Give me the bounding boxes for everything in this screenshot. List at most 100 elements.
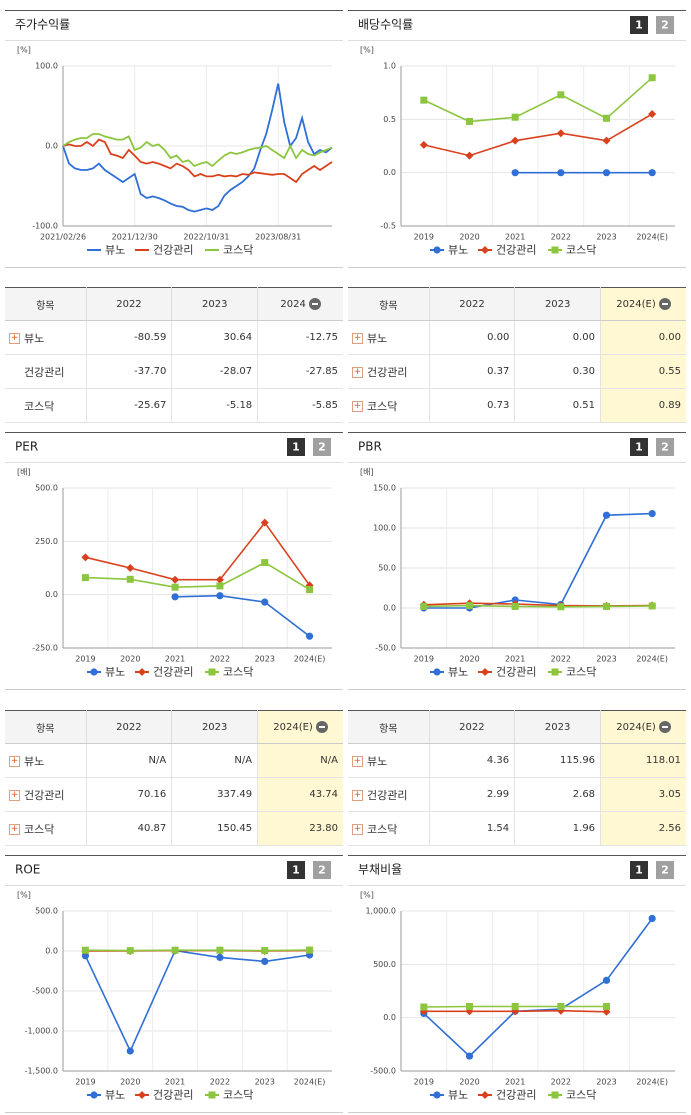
x-tick-label: 2021/12/30 bbox=[112, 233, 158, 242]
table-row: + 건강관리 70.16 337.49 43.74 bbox=[5, 777, 343, 812]
tab-button[interactable] bbox=[630, 438, 648, 456]
data-point bbox=[511, 1002, 519, 1010]
row-label: 건강관리 bbox=[24, 788, 65, 802]
x-tick-label: 2021 bbox=[165, 655, 185, 664]
x-tick-label: 2021/02/26 bbox=[40, 233, 86, 242]
expand-button[interactable]: + bbox=[352, 367, 363, 378]
x-tick-label: 2024(E) bbox=[636, 655, 668, 664]
expand-button[interactable]: + bbox=[9, 756, 20, 767]
table-cell: 0.89 bbox=[600, 388, 686, 423]
cell-value: 0.89 bbox=[658, 400, 681, 411]
table-cell: 2.99 bbox=[428, 777, 515, 812]
tab-label[interactable]: 1 bbox=[292, 864, 300, 877]
table-cell: 115.96 bbox=[514, 743, 601, 778]
table-cell: 1.96 bbox=[514, 811, 601, 846]
y-tick-label: 100.0 bbox=[35, 62, 58, 71]
cell-value: -28.07 bbox=[219, 366, 253, 377]
y-tick-label: 0.0 bbox=[45, 590, 58, 599]
header-cell: 2024 bbox=[257, 287, 343, 321]
table-cell: N/A bbox=[257, 743, 343, 778]
series-line bbox=[85, 949, 310, 952]
header-cell: 2023 bbox=[514, 710, 601, 744]
data-point bbox=[261, 947, 269, 955]
cell-value: -27.85 bbox=[305, 366, 338, 377]
table-cell: 0.73 bbox=[428, 388, 515, 423]
header-text: 2024(E) bbox=[616, 722, 656, 733]
tab-button[interactable] bbox=[287, 861, 305, 879]
series-line bbox=[423, 77, 653, 123]
tab-button[interactable] bbox=[656, 438, 674, 456]
expand-button[interactable]: + bbox=[9, 824, 20, 835]
expand-button[interactable]: + bbox=[352, 790, 363, 801]
x-tick-label: 2021 bbox=[505, 233, 525, 242]
expand-button[interactable]: + bbox=[352, 756, 363, 767]
header-cell: 2022 bbox=[428, 710, 515, 744]
row-label: 건강관리 bbox=[367, 788, 408, 802]
expand-button[interactable]: + bbox=[352, 401, 363, 412]
y-tick-label: -1,500.0 bbox=[25, 1067, 58, 1076]
table-cell: N/A bbox=[85, 743, 172, 778]
data-point bbox=[215, 575, 224, 584]
tab-label[interactable]: 1 bbox=[635, 19, 643, 32]
row-label: 코스닥 bbox=[367, 822, 398, 836]
header-cell: 2024(E) bbox=[600, 710, 686, 744]
collapse-button[interactable] bbox=[658, 298, 671, 310]
cell-value: 1.54 bbox=[486, 823, 510, 834]
data-point bbox=[557, 603, 565, 611]
y-tick-label: 500.0 bbox=[35, 484, 58, 493]
expand-button[interactable]: + bbox=[9, 790, 20, 801]
data-point bbox=[511, 169, 519, 177]
tab-label[interactable]: 1 bbox=[635, 441, 643, 454]
data-point bbox=[126, 1047, 134, 1055]
x-tick-label: 2022 bbox=[551, 233, 571, 242]
data-point bbox=[465, 1052, 474, 1060]
series-line bbox=[62, 138, 333, 184]
chart-title: PBR bbox=[358, 440, 382, 454]
tab-label[interactable]: 2 bbox=[661, 19, 669, 32]
chart-panel: PER 1 2 [배] 500.0 250.0 0.0 -250.0 2019 2020 2021 2… bbox=[5, 432, 343, 690]
x-tick-label: 2022/10/31 bbox=[183, 233, 229, 242]
tab-button[interactable] bbox=[656, 16, 674, 34]
cell-value: 0.00 bbox=[487, 332, 510, 343]
cell-value: 337.49 bbox=[217, 789, 253, 800]
tab-button[interactable] bbox=[630, 16, 648, 34]
table-cell: + 뷰노 bbox=[348, 743, 430, 778]
table-cell: -5.85 bbox=[257, 388, 343, 423]
tab-label[interactable]: 2 bbox=[318, 441, 326, 454]
tab-button[interactable] bbox=[313, 438, 331, 456]
header-cell: 2024(E) bbox=[600, 287, 686, 321]
data-point bbox=[602, 169, 611, 177]
legend-label: 뷰노 bbox=[448, 244, 468, 257]
expand-button[interactable]: + bbox=[352, 333, 363, 344]
cell-value: N/A bbox=[148, 755, 167, 766]
data-point bbox=[466, 1002, 473, 1010]
tab-button[interactable] bbox=[313, 861, 331, 879]
tab-button[interactable] bbox=[287, 438, 305, 456]
tab-button[interactable] bbox=[656, 861, 674, 879]
x-tick-label: 2019 bbox=[414, 1078, 434, 1087]
table-cell: 0.00 bbox=[514, 320, 601, 355]
tab-label[interactable]: 2 bbox=[318, 864, 326, 877]
collapse-button[interactable] bbox=[658, 721, 671, 733]
y-tick-label: 1.0 bbox=[383, 62, 396, 71]
y-tick-label: 250.0 bbox=[35, 537, 58, 546]
y-tick-label: -100.0 bbox=[32, 222, 58, 231]
tab-label[interactable]: 2 bbox=[661, 864, 669, 877]
expand-button[interactable]: + bbox=[352, 824, 363, 835]
data-point bbox=[216, 592, 224, 600]
collapse-button[interactable] bbox=[308, 298, 321, 310]
expand-button[interactable]: + bbox=[9, 333, 20, 344]
table-cell: 70.16 bbox=[85, 777, 172, 812]
tab-label[interactable]: 1 bbox=[292, 441, 300, 454]
collapse-button[interactable] bbox=[315, 721, 328, 733]
table-cell: 코스닥 bbox=[5, 388, 87, 423]
x-tick-label: 2019 bbox=[75, 655, 95, 664]
header-text: 2022 bbox=[116, 298, 142, 310]
tab-label[interactable]: 1 bbox=[635, 864, 643, 877]
table-cell: -37.70 bbox=[85, 354, 172, 389]
tab-button[interactable] bbox=[630, 861, 648, 879]
data-point bbox=[216, 953, 224, 961]
legend-swatch-marker bbox=[90, 1091, 98, 1099]
tab-label[interactable]: 2 bbox=[661, 441, 669, 454]
cell-value: N/A bbox=[320, 755, 338, 766]
